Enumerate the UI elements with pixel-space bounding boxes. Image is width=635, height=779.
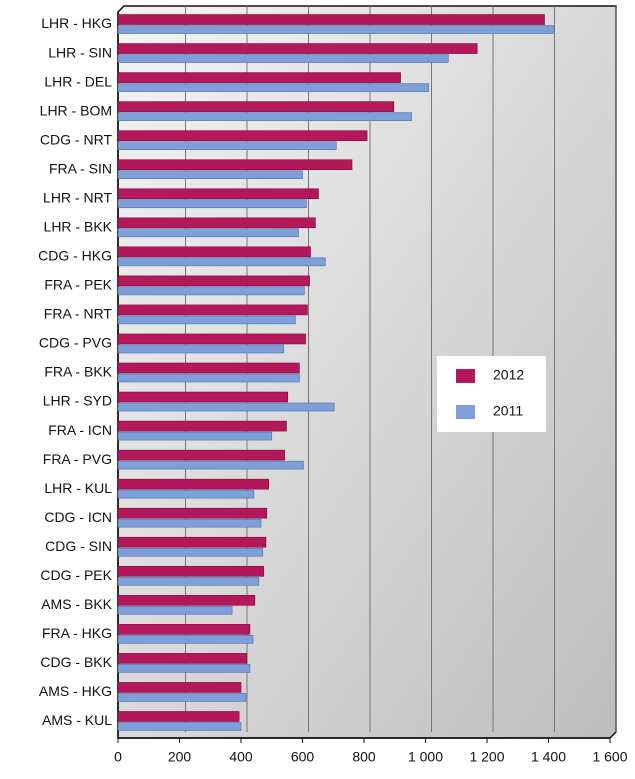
bar	[117, 286, 305, 296]
y-tick-label: CDG - NRT	[40, 131, 113, 147]
bar	[117, 246, 311, 258]
bar	[117, 624, 251, 635]
bar	[117, 711, 240, 722]
x-tick-label: 400	[229, 749, 253, 765]
y-tick-label: LHR - BOM	[40, 102, 112, 118]
bar	[117, 275, 310, 287]
y-tick-label: LHR - SYD	[43, 393, 112, 409]
bar	[117, 722, 242, 731]
y-tick-label: LHR - HKG	[41, 15, 112, 31]
bar	[117, 188, 319, 200]
y-tick-label: CDG - HKG	[38, 248, 112, 264]
bar	[117, 478, 269, 490]
bar	[117, 25, 554, 34]
y-tick-label: CDG - SIN	[45, 538, 112, 554]
bar	[117, 315, 296, 325]
bar	[117, 449, 285, 461]
legend-swatch	[456, 369, 475, 383]
y-tick-label: FRA - HKG	[42, 625, 112, 641]
x-tick-label: 0	[114, 749, 122, 765]
y-tick-label: FRA - BKK	[44, 364, 112, 380]
bar	[117, 402, 335, 412]
bar	[117, 362, 300, 374]
bar	[117, 431, 273, 441]
bar	[117, 547, 264, 557]
bar	[117, 682, 242, 693]
x-tick-label: 600	[291, 749, 315, 765]
bar	[117, 217, 316, 229]
bar	[117, 565, 265, 577]
bar	[117, 170, 303, 180]
bar	[117, 130, 368, 141]
y-tick-label: FRA - PVG	[43, 451, 112, 467]
y-tick-label: LHR - BKK	[44, 219, 113, 235]
bar	[117, 635, 254, 644]
bar	[117, 489, 255, 499]
bar	[117, 606, 233, 615]
y-tick-label: CDG - PEK	[40, 567, 112, 583]
y-tick-label: LHR - KUL	[44, 480, 112, 496]
bar	[117, 54, 449, 63]
bar	[117, 304, 308, 316]
y-tick-label: FRA - NRT	[44, 306, 113, 322]
bar	[117, 43, 478, 54]
bar	[117, 595, 256, 606]
bar	[117, 101, 395, 112]
legend-swatch	[456, 405, 475, 419]
bar	[117, 112, 412, 121]
bar	[117, 460, 304, 470]
bar	[117, 576, 260, 586]
legend-label: 2011	[493, 403, 523, 419]
bar	[117, 333, 306, 345]
bar	[117, 664, 251, 673]
y-tick-label: CDG - ICN	[44, 509, 112, 525]
y-tick-label: LHR - NRT	[43, 189, 112, 205]
y-tick-label: FRA - SIN	[49, 160, 112, 176]
x-tick-label: 800	[352, 749, 376, 765]
x-tick-label: 1 000	[408, 749, 443, 765]
bar	[117, 72, 401, 83]
y-tick-label: AMS - HKG	[39, 683, 112, 699]
bar	[117, 693, 247, 702]
bar	[117, 344, 285, 354]
x-tick-label: 200	[168, 749, 192, 765]
legend	[437, 356, 546, 432]
bar	[117, 14, 545, 25]
y-tick-label: CDG - PVG	[39, 335, 112, 351]
y-tick-label: FRA - PEK	[44, 277, 112, 293]
y-tick-label: LHR - DEL	[44, 73, 112, 89]
bar	[117, 518, 262, 528]
bar	[117, 653, 248, 664]
legend-label: 2012	[493, 367, 524, 383]
x-tick-label: 1 200	[469, 749, 504, 765]
y-tick-label: FRA - ICN	[48, 422, 112, 438]
y-tick-label: LHR - SIN	[48, 44, 112, 60]
x-tick-label: 1 600	[592, 749, 627, 765]
bar	[117, 420, 287, 432]
bar	[117, 257, 326, 267]
y-tick-label: AMS - BKK	[41, 596, 112, 612]
bar	[117, 83, 429, 92]
bar	[117, 507, 268, 519]
bar	[117, 159, 353, 171]
y-tick-label: AMS - KUL	[42, 712, 112, 728]
bar	[117, 199, 307, 209]
bar	[117, 228, 299, 238]
bar	[117, 536, 267, 548]
bar	[117, 141, 337, 150]
bar	[117, 373, 300, 383]
y-tick-label: CDG - BKK	[40, 654, 112, 670]
bar	[117, 391, 289, 403]
x-tick-label: 1 400	[531, 749, 566, 765]
